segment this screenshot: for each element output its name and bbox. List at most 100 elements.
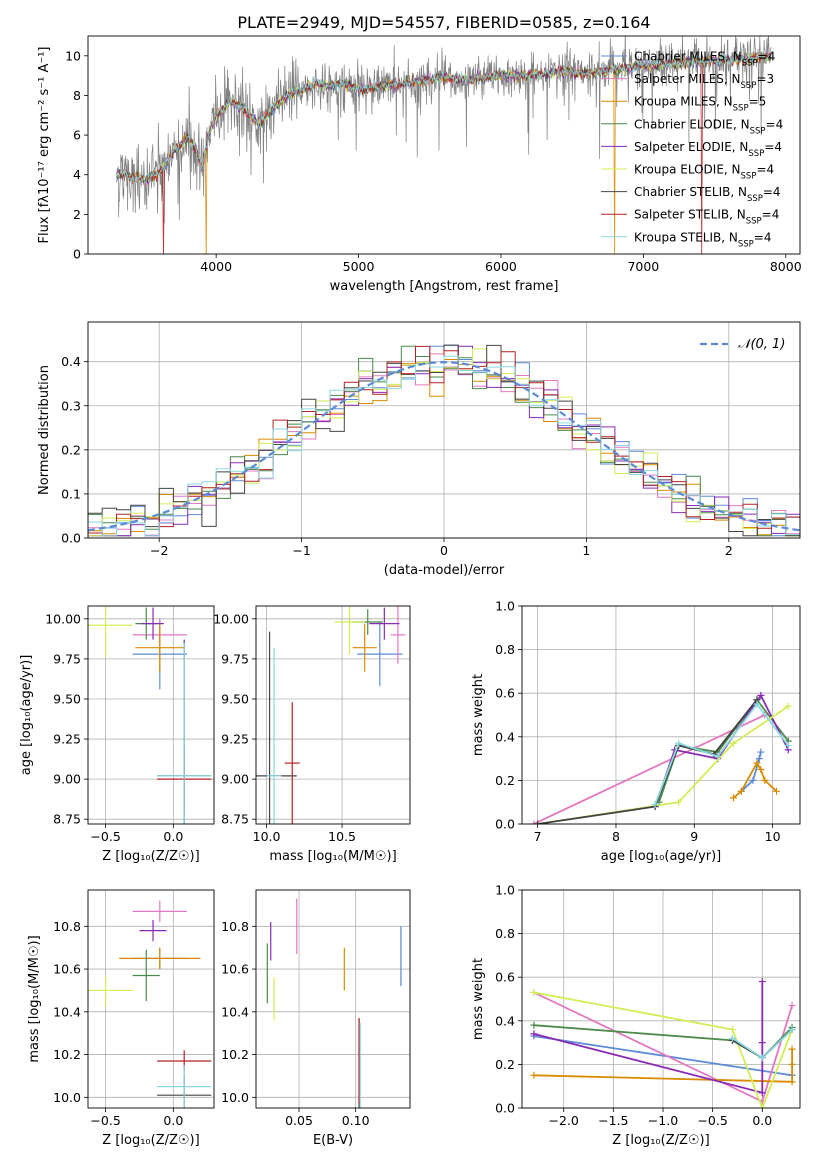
y-tick-label: 10.6 — [221, 962, 249, 977]
weight-marker — [758, 1104, 766, 1108]
legend-entry: Salpeter STELIB, NSSP=4 — [634, 208, 779, 227]
weight-marker — [530, 820, 538, 824]
axes-frame — [87, 889, 215, 1109]
legend-model-name: Salpeter STELIB, N — [634, 208, 746, 222]
weight-marker — [530, 1021, 538, 1029]
spectrum-model-line — [116, 52, 771, 186]
weight-marker — [788, 1045, 796, 1053]
axes-frame — [521, 889, 801, 1109]
weight-marker — [784, 742, 792, 750]
weight-series-line — [732, 761, 778, 799]
y-tick-label: 0.8 — [495, 926, 515, 941]
y-tick-label: 10.2 — [221, 1047, 249, 1062]
y-tick-label: 9.50 — [53, 691, 81, 706]
y-tick-label: 10.8 — [221, 919, 249, 934]
x-tick-label: −0.5 — [90, 1113, 120, 1128]
errorbar-point — [157, 642, 212, 824]
legend-nssp-subscript: SSP — [741, 81, 757, 91]
x-axis-label: wavelength [Angstrom, rest frame] — [330, 279, 559, 294]
weight-series — [530, 691, 792, 824]
y-tick-label: 10.0 — [53, 1090, 81, 1105]
y-tick-label: 0.2 — [495, 1057, 515, 1072]
legend-model-name: Chabrier STELIB, N — [634, 185, 747, 199]
panel-mass_vs_ebv: 0.05 0.10 10.0 10.2 10.4 10.6 10.8 E(B-V) — [221, 889, 411, 1148]
y-tick-label: 9.25 — [53, 732, 81, 747]
errorbar-point — [119, 947, 201, 970]
legend-entry: 𝒩(0, 1) — [738, 337, 785, 352]
legend-nssp-subscript: SSP — [746, 217, 762, 227]
x-tick-label: 0.0 — [163, 829, 183, 844]
errorbar-point — [132, 949, 160, 1002]
y-tick-label: 0.0 — [61, 531, 81, 546]
axes-frame — [521, 605, 801, 825]
errorbar-points — [88, 606, 212, 824]
weight-marker — [757, 691, 765, 699]
weight-marker — [737, 787, 745, 795]
errorbar-point — [157, 1065, 212, 1108]
weight-marker — [757, 748, 765, 756]
weight-marker — [755, 755, 763, 763]
errorbar-points — [256, 606, 406, 824]
legend-nssp-subscript: SSP — [741, 172, 757, 182]
y-tick-label: 0.0 — [495, 1101, 515, 1116]
legend-entry: Kroupa ELODIE, NSSP=4 — [634, 163, 774, 182]
x-tick-label: 4000 — [200, 259, 232, 274]
legend-nssp-value: =4 — [763, 185, 781, 199]
x-tick-label: −2 — [150, 543, 168, 558]
x-tick-label: 0 — [440, 543, 448, 558]
legend-model-name: Chabrier MILES, N — [634, 50, 742, 64]
legend-nssp-value: =4 — [758, 50, 776, 64]
legend-nssp-value: =4 — [764, 140, 782, 154]
y-tick-label: 4 — [73, 167, 81, 182]
weight-series — [530, 978, 796, 1108]
x-axis-label: E(B-V) — [313, 1133, 353, 1148]
legend-nssp-subscript: SSP — [742, 59, 758, 69]
weight-marker — [714, 752, 722, 760]
weight-marker — [530, 1071, 538, 1079]
panel-age_vs_mass: 10.0 10.5 8.75 9.00 9.25 9.50 9.75 10.00 mass [l… — [213, 605, 411, 864]
legend-model-name: Chabrier ELODIE, N — [634, 117, 750, 131]
y-tick-label: 0.4 — [495, 1013, 515, 1028]
x-tick-label: 0.10 — [342, 1113, 370, 1128]
y-axis-label: age [log₁₀(age/yr)] — [19, 655, 34, 776]
y-axis-label: mass weight — [471, 674, 486, 756]
y-tick-label: 10.8 — [53, 919, 81, 934]
errorbar-point — [390, 606, 406, 664]
y-tick-label: 9.00 — [221, 772, 249, 787]
panel-weight_vs_Z: −2.0 −1.5 −1.0 −0.5 0.0 0.0 0.2 0.4 0.6 0.8 1.0 Z [… — [471, 883, 801, 1148]
y-tick-label: 0.2 — [495, 773, 515, 788]
y-tick-label: 10.6 — [53, 962, 81, 977]
errorbar-point — [88, 975, 133, 1006]
errorbar-point — [284, 702, 300, 824]
panel-mass_vs_Z: −0.5 0.0 10.0 10.2 10.4 10.6 10.8 Z [log₁₀(Z/Z☉… — [27, 889, 215, 1148]
errorbar-point — [266, 647, 282, 824]
x-tick-label: 10.5 — [328, 829, 356, 844]
x-tick-label: 7 — [534, 829, 542, 844]
spectrum-data-line — [116, 36, 772, 224]
weight-marker — [788, 1026, 796, 1034]
x-tick-label: 1 — [582, 543, 590, 558]
legend-entry: Salpeter MILES, NSSP=3 — [634, 72, 774, 91]
panel-spectrum: 4000 5000 6000 7000 8000 0 2 4 6 8 10 wavelength [A… — [37, 35, 802, 294]
x-tick-label: −1.5 — [598, 1113, 628, 1128]
errorbar-points — [88, 900, 212, 1108]
y-tick-label: 1.0 — [495, 883, 515, 898]
y-tick-label: 10.00 — [45, 611, 81, 626]
y-tick-label: 0.6 — [495, 686, 515, 701]
gaussian-reference-line — [88, 360, 800, 532]
axes-frame — [255, 889, 411, 1109]
y-tick-label: 0.4 — [61, 354, 81, 369]
spectrum-model-line — [116, 51, 772, 254]
y-tick-label: 10 — [65, 48, 81, 63]
legend-nssp-subscript: SSP — [738, 239, 754, 249]
legend-model-name: Kroupa MILES, N — [634, 95, 733, 109]
weight-marker — [728, 1026, 736, 1034]
y-tick-label: 9.75 — [221, 651, 249, 666]
legend-entry: Chabrier MILES, NSSP=4 — [634, 50, 775, 69]
weight-marker — [758, 978, 766, 986]
legend-model-name: Kroupa ELODIE, N — [634, 163, 741, 177]
legend-entry: Chabrier STELIB, NSSP=4 — [634, 185, 781, 204]
legend-entry: Salpeter ELODIE, NSSP=4 — [634, 140, 782, 159]
panel-weight_vs_age: 7 8 9 10 0.0 0.2 0.4 0.6 0.8 1.0 age [log₁₀(age/yr… — [471, 599, 801, 864]
